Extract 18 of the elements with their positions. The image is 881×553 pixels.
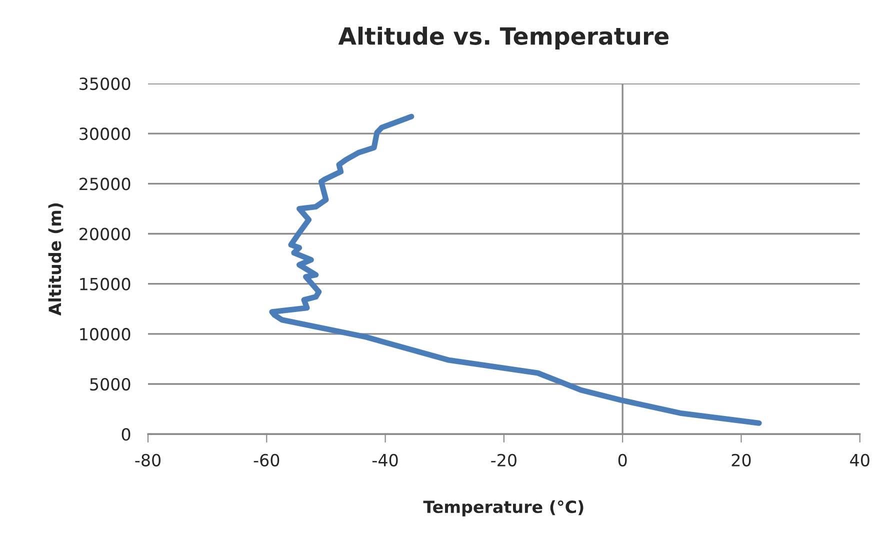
y-tick-label: 20000 — [80, 228, 130, 240]
y-tick-label: 35000 — [80, 77, 130, 90]
y-tick-label: 0 — [122, 428, 130, 441]
y-tick-label: 25000 — [80, 178, 130, 190]
y-tick-label: 30000 — [80, 128, 130, 140]
y-tick-label: 10000 — [80, 328, 130, 340]
x-tick-label: 0 — [618, 454, 627, 466]
x-tick-label: 40 — [850, 454, 870, 466]
y-tick-label: 5000 — [90, 378, 130, 391]
chart-title: Altitude vs. Temperature — [338, 26, 669, 50]
y-axis-title: Altitude (m) — [48, 203, 64, 316]
x-axis-title: Temperature (°C) — [423, 500, 584, 516]
y-tick-label: 15000 — [80, 278, 130, 290]
x-tick-label: -60 — [254, 454, 280, 466]
x-tick-label: -80 — [135, 454, 161, 466]
x-tick-label: 20 — [732, 454, 751, 466]
x-tick-label: -40 — [372, 454, 398, 466]
x-tick-label: -20 — [491, 454, 516, 466]
